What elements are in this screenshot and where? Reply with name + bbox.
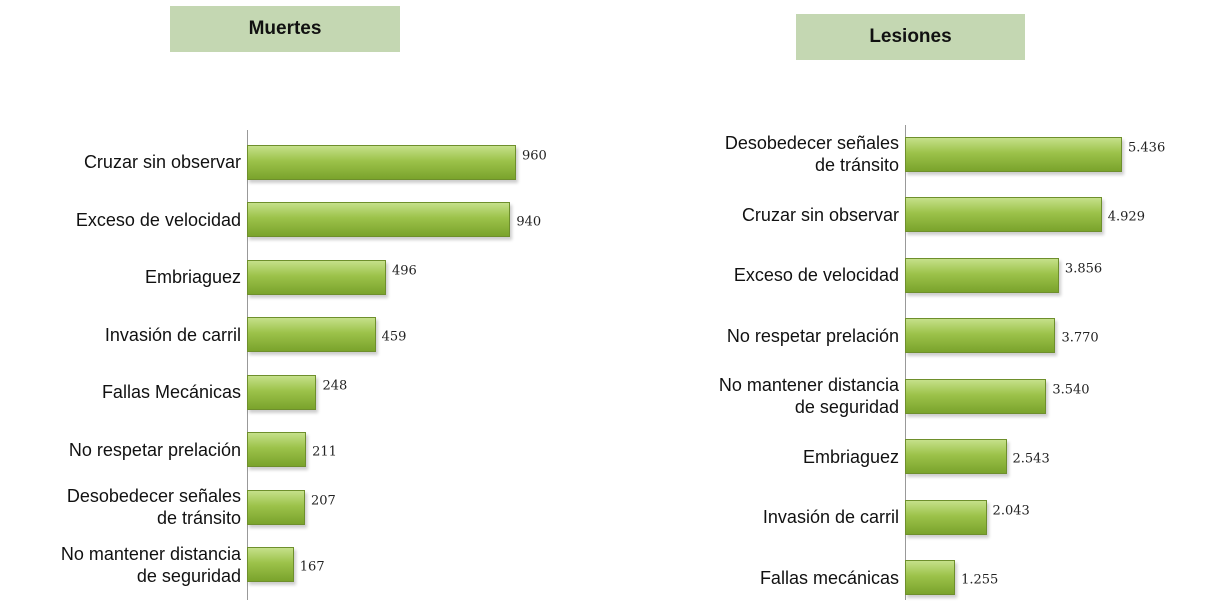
bar <box>247 144 516 180</box>
value-label: 167 <box>299 559 325 574</box>
category-label: No mantener distancia de seguridad <box>718 375 899 417</box>
value-label: 496 <box>391 263 417 279</box>
bar <box>247 432 307 467</box>
category-label: Invasión de carril <box>104 324 241 345</box>
category-label: Fallas Mecánicas <box>101 382 241 402</box>
bar <box>905 136 1122 172</box>
category-label: Desobedecer señales de tránsito <box>66 486 241 528</box>
axis-line <box>247 130 248 600</box>
value-label: 211 <box>312 444 337 459</box>
value-label: 3.856 <box>1064 261 1103 277</box>
value-label: 2.043 <box>992 503 1030 519</box>
category-label: Cruzar sin observar <box>83 152 241 172</box>
bar <box>905 257 1059 293</box>
bar <box>905 378 1047 414</box>
value-label: 3.770 <box>1061 330 1099 345</box>
bar <box>247 317 376 352</box>
category-label: No respetar prelación <box>68 439 241 460</box>
bar <box>905 560 956 595</box>
axis-line <box>905 125 906 600</box>
category-label: Exceso de velocidad <box>75 209 241 230</box>
bar <box>247 259 386 295</box>
value-label: 1.255 <box>961 572 999 587</box>
value-label: 207 <box>311 493 336 509</box>
bar <box>247 547 294 582</box>
bar <box>247 374 317 410</box>
value-label: 960 <box>522 148 547 164</box>
chart-title: Muertes <box>170 6 400 52</box>
bar <box>247 202 511 237</box>
bar <box>905 439 1007 474</box>
bar <box>905 197 1102 232</box>
category-label: Fallas mecánicas <box>759 567 899 588</box>
chart-title: Lesiones <box>796 14 1025 60</box>
category-label: Desobedecer señales de tránsito <box>724 133 899 175</box>
value-label: 940 <box>516 214 542 229</box>
category-label: Exceso de velocidad <box>733 265 899 285</box>
category-label: No respetar prelación <box>726 325 899 346</box>
category-label: Cruzar sin observar <box>741 204 899 225</box>
value-label: 3.540 <box>1052 382 1090 398</box>
bar <box>247 489 305 525</box>
category-label: No mantener distancia de seguridad <box>60 543 241 586</box>
value-label: 248 <box>322 378 348 394</box>
category-label: Embriaguez <box>802 446 899 467</box>
value-label: 5.436 <box>1128 140 1166 156</box>
value-label: 459 <box>381 329 407 344</box>
category-label: Embriaguez <box>144 267 241 287</box>
bar <box>905 499 987 535</box>
category-label: Invasión de carril <box>762 507 899 527</box>
value-label: 2.543 <box>1012 451 1050 466</box>
bar <box>905 318 1056 353</box>
value-label: 4.929 <box>1107 209 1145 224</box>
